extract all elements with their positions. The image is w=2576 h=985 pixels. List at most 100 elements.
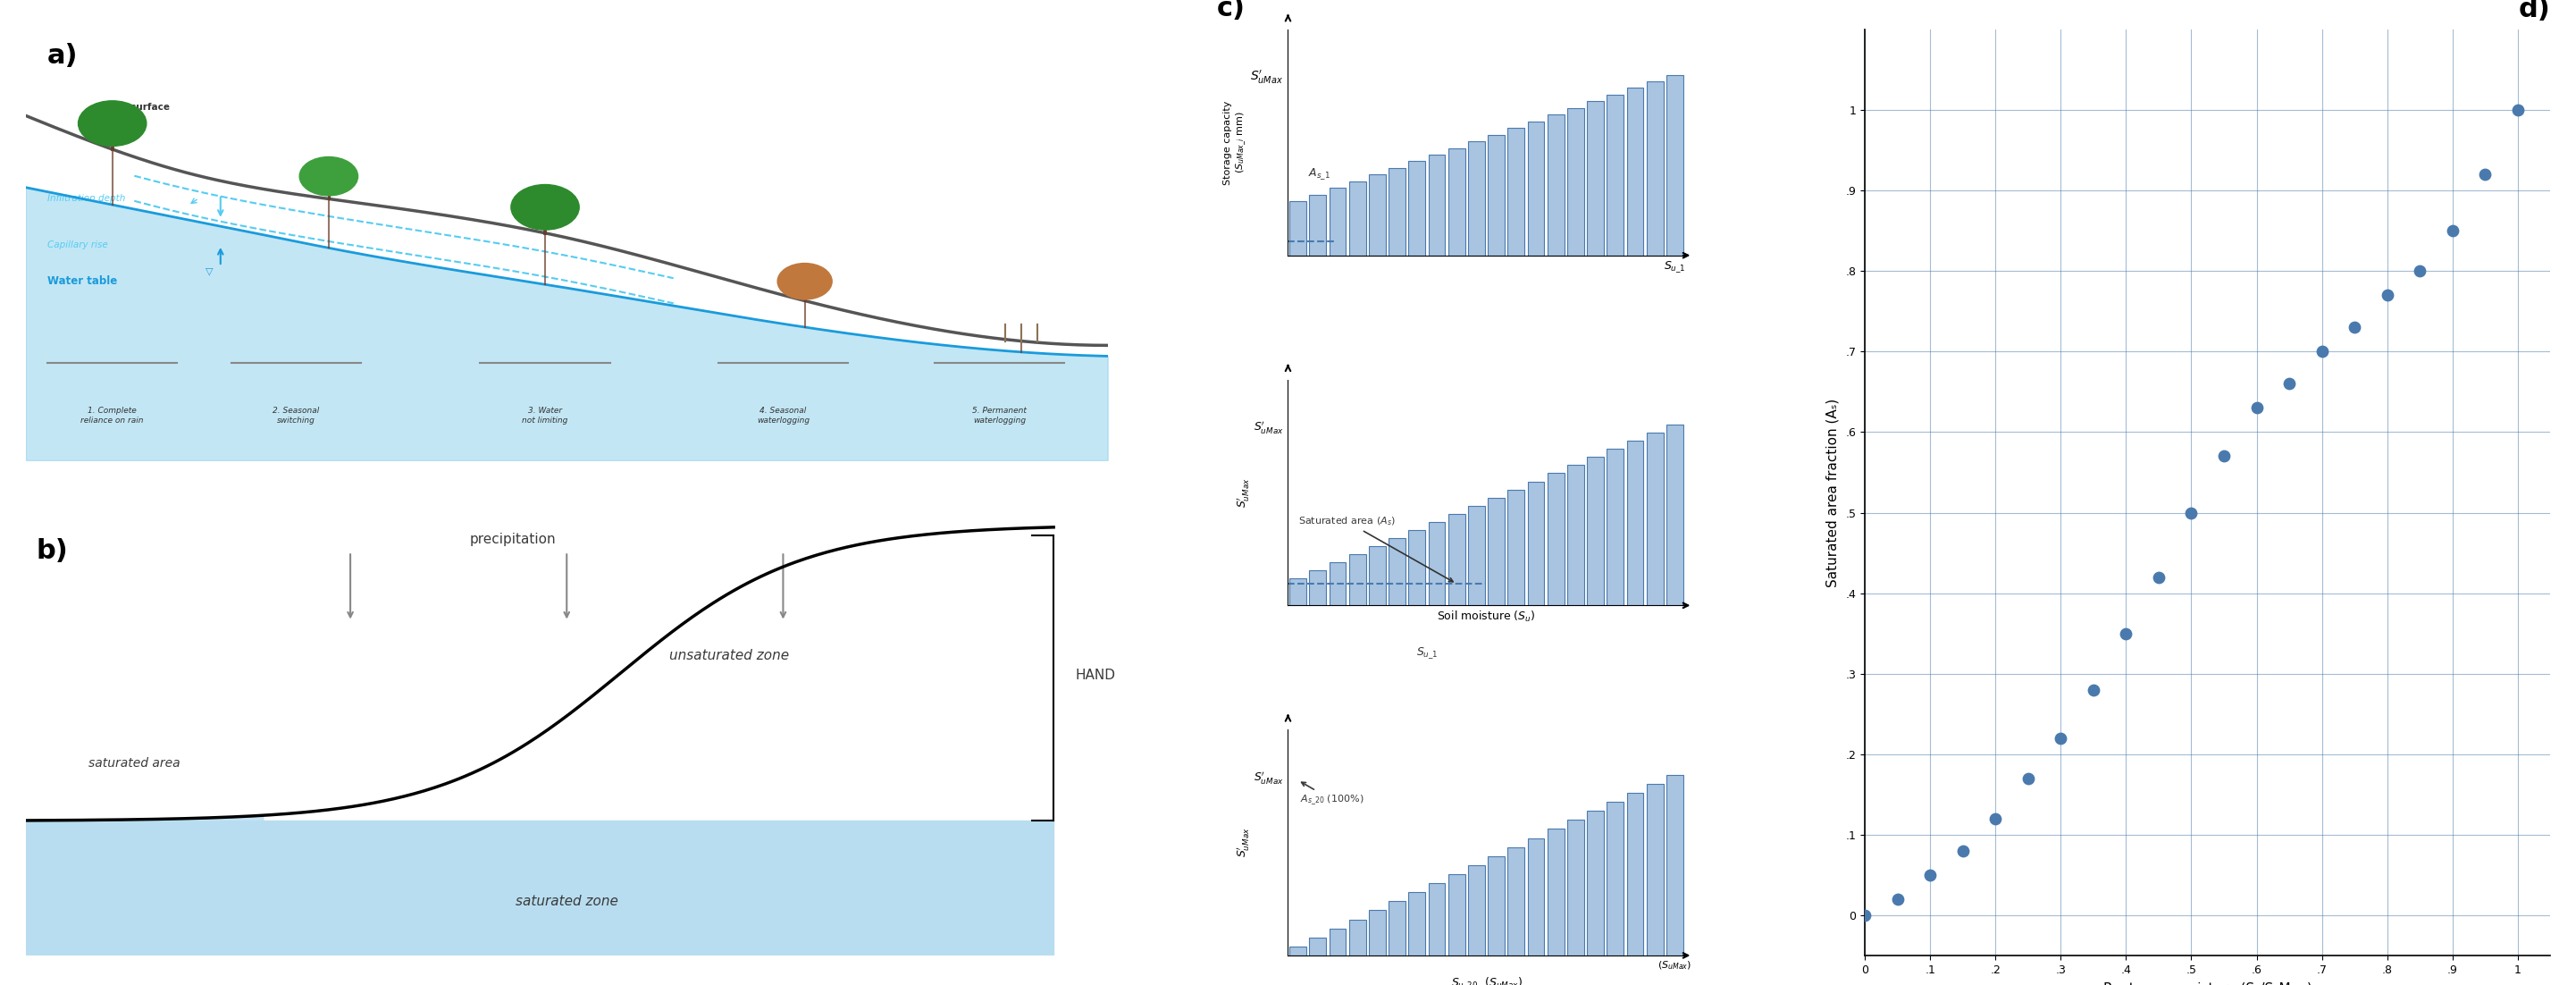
Point bbox=[2367, 288, 2409, 303]
Bar bbox=[1625, 793, 1643, 955]
Bar bbox=[1388, 167, 1406, 255]
Text: 1. Complete
reliance on rain: 1. Complete reliance on rain bbox=[80, 407, 144, 425]
Point bbox=[2105, 625, 2146, 641]
Text: Land surface: Land surface bbox=[100, 103, 170, 112]
Bar bbox=[1528, 838, 1546, 955]
Bar bbox=[1329, 928, 1347, 955]
X-axis label: Soil moisture ($S_u$): Soil moisture ($S_u$) bbox=[1437, 609, 1535, 624]
Text: Infiltration depth: Infiltration depth bbox=[46, 194, 126, 203]
Bar bbox=[1625, 88, 1643, 255]
Y-axis label: $S_{uMax}'$: $S_{uMax}'$ bbox=[1234, 478, 1252, 507]
X-axis label: Root zone moisture (Sᵤ/SᵤMax): Root zone moisture (Sᵤ/SᵤMax) bbox=[2102, 982, 2313, 985]
Point bbox=[2172, 504, 2213, 520]
Bar bbox=[1667, 425, 1682, 606]
Point bbox=[2138, 569, 2179, 585]
Point bbox=[2496, 102, 2537, 118]
Text: saturated zone: saturated zone bbox=[515, 895, 618, 908]
Bar bbox=[1667, 75, 1682, 255]
Bar bbox=[1507, 490, 1525, 606]
Bar bbox=[1528, 121, 1546, 255]
Bar bbox=[1587, 101, 1605, 255]
Bar bbox=[1309, 194, 1327, 255]
Bar bbox=[1489, 135, 1504, 255]
Bar bbox=[1350, 555, 1365, 606]
Bar bbox=[1309, 570, 1327, 606]
Circle shape bbox=[299, 157, 358, 196]
Point bbox=[2334, 319, 2375, 335]
Bar bbox=[1587, 811, 1605, 955]
Bar bbox=[1291, 578, 1306, 606]
Text: 2. Seasonal
switching: 2. Seasonal switching bbox=[273, 407, 319, 425]
Text: a): a) bbox=[46, 42, 77, 68]
Text: Capillary rise: Capillary rise bbox=[46, 240, 108, 249]
Point bbox=[1878, 891, 1919, 907]
Bar bbox=[26, 821, 1054, 955]
Bar bbox=[1625, 441, 1643, 606]
Point bbox=[2007, 770, 2048, 786]
Point bbox=[1942, 843, 1984, 859]
Text: 5. Permanent
waterlogging: 5. Permanent waterlogging bbox=[971, 407, 1028, 425]
Text: saturated area: saturated area bbox=[88, 757, 180, 769]
Text: $A_{s\_1}$: $A_{s\_1}$ bbox=[1309, 166, 1329, 181]
Point bbox=[2236, 400, 2277, 416]
Circle shape bbox=[510, 184, 580, 230]
Bar bbox=[1388, 538, 1406, 606]
Text: Saturated area ($A_s$): Saturated area ($A_s$) bbox=[1298, 515, 1453, 582]
Point bbox=[2074, 682, 2115, 697]
Text: ▽: ▽ bbox=[206, 266, 214, 276]
Point bbox=[2432, 223, 2473, 238]
Bar bbox=[1646, 432, 1664, 606]
Text: Water table: Water table bbox=[46, 275, 118, 287]
Bar bbox=[1566, 820, 1584, 955]
Circle shape bbox=[778, 263, 832, 299]
Bar bbox=[1448, 874, 1466, 955]
Bar bbox=[1448, 148, 1466, 255]
Bar bbox=[1646, 784, 1664, 955]
Bar bbox=[1566, 108, 1584, 255]
Bar bbox=[1468, 865, 1484, 955]
Point bbox=[2398, 263, 2439, 279]
Bar bbox=[1309, 938, 1327, 955]
Text: precipitation: precipitation bbox=[469, 533, 556, 547]
Point bbox=[1909, 867, 1950, 883]
Bar bbox=[1427, 884, 1445, 955]
Text: d): d) bbox=[2519, 0, 2550, 23]
Bar bbox=[1291, 201, 1306, 255]
Bar bbox=[1507, 847, 1525, 955]
Bar bbox=[1607, 449, 1623, 606]
Bar bbox=[1409, 892, 1425, 955]
Text: 4. Seasonal
waterlogging: 4. Seasonal waterlogging bbox=[757, 407, 809, 425]
Point bbox=[2465, 166, 2506, 182]
Bar bbox=[1468, 141, 1484, 255]
Bar bbox=[1468, 505, 1484, 606]
Bar bbox=[1607, 95, 1623, 255]
Text: $S_{u\_1}$: $S_{u\_1}$ bbox=[1417, 645, 1437, 660]
Bar bbox=[1566, 465, 1584, 606]
Bar bbox=[1368, 546, 1386, 606]
Text: c): c) bbox=[1216, 0, 1244, 22]
Bar bbox=[1489, 497, 1504, 606]
Bar bbox=[1489, 856, 1504, 955]
X-axis label: $S_{u\_20}$  ($S_{uMax}$): $S_{u\_20}$ ($S_{uMax}$) bbox=[1450, 976, 1522, 985]
Point bbox=[1844, 907, 1886, 923]
Bar bbox=[1409, 530, 1425, 606]
Bar bbox=[1368, 910, 1386, 955]
Bar bbox=[1409, 162, 1425, 255]
Y-axis label: Saturated area fraction (Aₛ): Saturated area fraction (Aₛ) bbox=[1826, 398, 1839, 587]
Bar bbox=[1607, 802, 1623, 955]
Text: unsaturated zone: unsaturated zone bbox=[670, 649, 788, 662]
Text: 3. Water
not limiting: 3. Water not limiting bbox=[523, 407, 569, 425]
Bar bbox=[1427, 155, 1445, 255]
Bar bbox=[1329, 188, 1347, 255]
Bar bbox=[1548, 829, 1564, 955]
Bar bbox=[1667, 775, 1682, 955]
Point bbox=[2202, 448, 2244, 464]
Bar bbox=[1548, 114, 1564, 255]
Bar bbox=[1646, 82, 1664, 255]
Point bbox=[2269, 376, 2311, 392]
Bar bbox=[1329, 562, 1347, 606]
Bar bbox=[1528, 482, 1546, 606]
Y-axis label: Storage capacity
($S_{uMax\_i}$ mm): Storage capacity ($S_{uMax\_i}$ mm) bbox=[1224, 100, 1247, 184]
Bar bbox=[1587, 457, 1605, 606]
Bar bbox=[1350, 919, 1365, 955]
